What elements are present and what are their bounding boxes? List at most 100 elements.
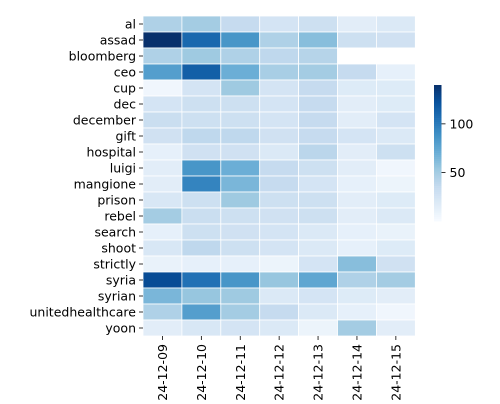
heatmap-cell-shoot-2024-12-14 — [337, 239, 377, 257]
heatmap-cell-ceo-2024-12-15 — [375, 63, 416, 81]
colorbar-segment — [434, 154, 442, 158]
heatmap-cell-strictly-2024-12-14 — [337, 255, 377, 273]
colorbar-segment — [434, 129, 442, 133]
heatmap-cell-shoot-2024-12-13 — [298, 239, 338, 257]
heatmap-cell-gift-2024-12-09 — [142, 127, 183, 145]
colorbar-segment — [434, 85, 442, 88]
colorbar-segment — [434, 172, 442, 175]
row-label-rebel: rebel — [104, 209, 136, 224]
heatmap-cell-rebel-2024-12-14 — [337, 207, 377, 225]
colorbar-segment — [434, 100, 442, 103]
heatmap-cell-december-2024-12-14 — [337, 111, 377, 129]
heatmap-cell-strictly-2024-12-10 — [181, 255, 222, 273]
heatmap-cell-dec-2024-12-14 — [337, 95, 377, 113]
colorbar-segment — [434, 127, 442, 131]
heatmap-cell-gift-2024-12-12 — [259, 127, 300, 145]
heatmap-cell-mangione-2024-12-12 — [259, 175, 300, 193]
heatmap-cell-bloomberg-2024-12-09 — [142, 47, 183, 65]
heatmap-cell-syrian-2024-12-10 — [181, 287, 222, 305]
heatmap-cell-yoon-2024-12-09 — [142, 319, 183, 337]
heatmap-cell-rebel-2024-12-15 — [375, 207, 416, 225]
heatmap-cell-mangione-2024-12-15 — [375, 175, 416, 193]
col-label-2024-12-14: 2024-12-14 — [349, 344, 364, 400]
heatmap-cell-bloomberg-2024-12-10 — [181, 47, 222, 65]
colorbar-segment — [434, 156, 442, 160]
colorbar-segment — [434, 141, 442, 144]
heatmap-cell-syria-2024-12-12 — [259, 271, 300, 289]
heatmap-cell-rebel-2024-12-10 — [181, 207, 222, 225]
heatmap-cell-search-2024-12-15 — [375, 223, 416, 241]
heatmap-cell-gift-2024-12-14 — [337, 127, 377, 145]
row-label-prison: prison — [97, 193, 136, 208]
heatmap-cell-bloomberg-2024-12-11 — [220, 47, 261, 65]
heatmap-cell-shoot-2024-12-10 — [181, 239, 222, 257]
heatmap-cell-hospital-2024-12-13 — [298, 143, 338, 161]
colorbar-segment — [434, 217, 442, 220]
heatmap-cell-mangione-2024-12-14 — [337, 175, 377, 193]
heatmap-cell-dec-2024-12-10 — [181, 95, 222, 113]
colorbar-segment — [434, 168, 442, 171]
heatmap-cell-shoot-2024-12-09 — [142, 239, 183, 257]
heatmap-cell-syrian-2024-12-13 — [298, 287, 338, 305]
heatmap-cell-syrian-2024-12-12 — [259, 287, 300, 305]
heatmap-cell-unitedhealthcare-2024-12-10 — [181, 303, 222, 321]
colorbar-segment — [434, 178, 442, 181]
heatmap-cell-prison-2024-12-15 — [375, 191, 416, 209]
heatmap-cell-luigi-2024-12-15 — [375, 159, 416, 177]
heatmap-cell-prison-2024-12-14 — [337, 191, 377, 209]
colorbar-segment — [434, 199, 442, 202]
colorbar-segment — [434, 102, 442, 105]
heatmap-cell-ceo-2024-12-14 — [337, 63, 377, 81]
heatmap-cell-mangione-2024-12-13 — [298, 175, 338, 193]
colorbar-segment — [434, 184, 442, 187]
row-label-assad: assad — [100, 33, 136, 48]
heatmap-cell-al-2024-12-14 — [337, 15, 377, 33]
col-label-2024-12-13: 2024-12-13 — [311, 344, 326, 400]
heatmap-cell-cup-2024-12-14 — [337, 79, 377, 97]
heatmap-cell-hospital-2024-12-12 — [259, 143, 300, 161]
heatmap-cell-luigi-2024-12-14 — [337, 159, 377, 177]
heatmap-cell-mangione-2024-12-11 — [220, 175, 261, 193]
colorbar: 50 100 — [434, 85, 473, 222]
colorbar-segment — [434, 104, 442, 107]
heatmap-cell-dec-2024-12-09 — [142, 95, 183, 113]
column-labels: 2024-12-09 2024-12-10 2024-12-11 2024-12-12… — [155, 336, 403, 404]
colorbar-segment — [434, 145, 442, 148]
heatmap-cell-unitedhealthcare-2024-12-15 — [375, 303, 416, 321]
colorbar-segment — [434, 133, 442, 136]
heatmap-cell-luigi-2024-12-11 — [220, 159, 261, 177]
heatmap-cell-syria-2024-12-10 — [181, 271, 222, 289]
heatmap-cell-strictly-2024-12-13 — [298, 255, 338, 273]
heatmap-cell-december-2024-12-13 — [298, 111, 338, 129]
colorbar-segment — [434, 135, 442, 138]
heatmap-cell-yoon-2024-12-11 — [220, 319, 261, 337]
row-label-cup: cup — [113, 81, 136, 96]
heatmap-cell-ceo-2024-12-13 — [298, 63, 338, 81]
colorbar-segment — [434, 131, 442, 134]
heatmap-cell-mangione-2024-12-10 — [181, 175, 222, 193]
colorbar-segment — [434, 219, 442, 222]
heatmap-cell-strictly-2024-12-09 — [142, 255, 183, 273]
heatmap-cell-luigi-2024-12-13 — [298, 159, 338, 177]
heatmap-cell-gift-2024-12-10 — [181, 127, 222, 145]
heatmap-cells — [142, 15, 416, 337]
heatmap-cell-dec-2024-12-15 — [375, 95, 416, 113]
col-label-2024-12-09: 2024-12-09 — [155, 344, 170, 400]
heatmap-cell-prison-2024-12-11 — [220, 191, 261, 209]
row-label-yoon: yoon — [105, 321, 136, 336]
heatmap-cell-al-2024-12-11 — [220, 15, 261, 33]
colorbar-segment — [434, 121, 442, 125]
colorbar-segment — [434, 187, 442, 191]
colorbar-segment — [434, 164, 442, 167]
heatmap-cell-assad-2024-12-11 — [220, 31, 261, 49]
heatmap-cell-al-2024-12-12 — [259, 15, 300, 33]
colorbar-tick-label-50: 50 — [450, 165, 466, 180]
heatmap-cell-rebel-2024-12-11 — [220, 207, 261, 225]
row-label-luigi: luigi — [110, 161, 136, 176]
heatmap-cell-syrian-2024-12-09 — [142, 287, 183, 305]
heatmap-cell-december-2024-12-09 — [142, 111, 183, 129]
row-label-hospital: hospital — [86, 145, 136, 160]
colorbar-segment — [434, 137, 442, 140]
row-label-shoot: shoot — [101, 241, 136, 256]
